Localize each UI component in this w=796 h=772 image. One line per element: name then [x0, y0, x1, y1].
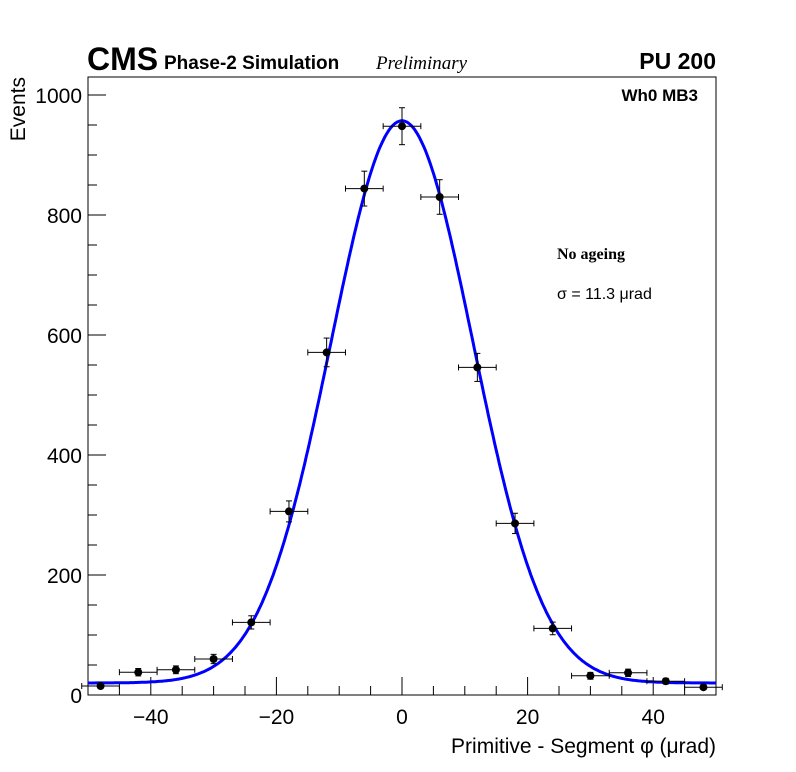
data-point — [435, 193, 444, 201]
cms-label: CMS — [87, 41, 158, 77]
data-point — [473, 363, 482, 372]
data-point — [171, 665, 180, 674]
data-point — [247, 618, 256, 627]
x-tick-label: −20 — [259, 706, 295, 729]
x-tick-label: −40 — [133, 706, 169, 729]
y-tick-label: 200 — [47, 565, 82, 588]
y-tick-label: 800 — [47, 205, 82, 228]
data-point — [586, 671, 595, 680]
y-tick-label: 1000 — [35, 85, 82, 108]
x-tick-label: 0 — [396, 706, 408, 729]
data-point — [699, 683, 708, 692]
preliminary-label: Preliminary — [375, 53, 468, 74]
data-point — [661, 677, 670, 686]
x-axis-label: Primitive - Segment φ (μrad) — [451, 735, 716, 758]
data-point — [624, 668, 633, 677]
data-point — [322, 348, 331, 357]
y-tick-label: 0 — [70, 685, 82, 708]
chart-title: Wh0 MB3 — [622, 86, 699, 105]
data-point — [209, 655, 218, 663]
fit-curve — [88, 119, 716, 685]
phase2-label: Phase-2 Simulation — [164, 53, 339, 74]
sigma-annotation: σ = 11.3 μrad — [557, 286, 652, 303]
data-point — [548, 624, 557, 633]
y-axis-label: Events — [7, 77, 30, 141]
plot-frame — [87, 76, 717, 696]
y-tick-label: 600 — [47, 325, 82, 348]
data-point — [398, 122, 406, 131]
pileup-label: PU 200 — [639, 48, 716, 74]
data-point — [96, 682, 105, 690]
data-point — [360, 184, 369, 193]
condition-annotation: No ageing — [557, 246, 625, 263]
x-tick-label: 40 — [642, 706, 665, 729]
data-point — [284, 507, 293, 516]
data-point — [134, 668, 143, 677]
data-point — [511, 519, 520, 528]
y-tick-label: 400 — [47, 445, 82, 468]
x-tick-label: 20 — [516, 706, 539, 729]
